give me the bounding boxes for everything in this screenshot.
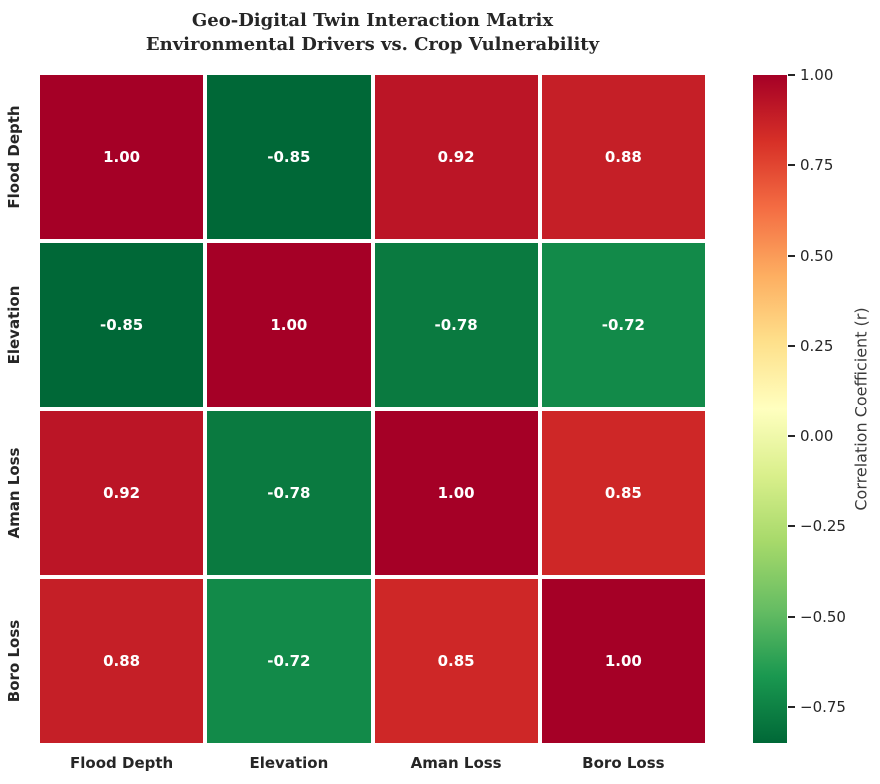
heatmap-cell: -0.85 xyxy=(207,75,371,239)
colorbar-tick-mark xyxy=(788,705,795,708)
heatmap-cell: 0.85 xyxy=(374,579,538,743)
colorbar xyxy=(753,75,787,743)
heatmap-grid: 1.00 -0.85 0.92 0.88 -0.85 1.00 -0.78 -0.72 0.92… xyxy=(40,75,705,743)
heatmap-cell: -0.78 xyxy=(374,243,538,407)
heatmap-cell: 0.88 xyxy=(40,579,204,743)
chart-title-line1: Geo-Digital Twin Interaction Matrix xyxy=(191,10,554,31)
colorbar-tick-mark xyxy=(788,254,795,257)
cell-value: -0.85 xyxy=(267,148,311,166)
heatmap-cell: 1.00 xyxy=(40,75,204,239)
cell-value: -0.72 xyxy=(267,652,311,670)
chart-title: Geo-Digital Twin Interaction Matrix Envi… xyxy=(0,9,745,57)
colorbar-tick-label: −0.75 xyxy=(800,697,846,716)
y-tick-label: Flood Depth xyxy=(5,105,23,209)
heatmap-cell: -0.78 xyxy=(207,411,371,575)
cell-value: 0.88 xyxy=(604,148,642,166)
cell-value: 0.92 xyxy=(437,148,475,166)
colorbar-tick-mark xyxy=(788,74,795,76)
colorbar-tick-mark xyxy=(788,525,795,528)
colorbar-tick-label: −0.50 xyxy=(800,607,846,626)
colorbar-tick-mark xyxy=(788,344,795,347)
heatmap-cell: 0.92 xyxy=(374,75,538,239)
x-tick-label: Aman Loss xyxy=(410,754,502,772)
cell-value: 1.00 xyxy=(270,316,308,334)
cell-value: 1.00 xyxy=(604,652,642,670)
colorbar-tick-label: 0.25 xyxy=(800,336,834,355)
colorbar-tick-mark xyxy=(788,164,795,167)
colorbar-tick-label: 0.00 xyxy=(800,427,834,446)
heatmap-cell: 0.85 xyxy=(541,411,705,575)
cell-value: -0.78 xyxy=(434,316,478,334)
heatmap-cell: 1.00 xyxy=(374,411,538,575)
y-tick-label: Elevation xyxy=(5,285,23,365)
x-tick-label: Elevation xyxy=(249,754,329,772)
cell-value: -0.72 xyxy=(601,316,645,334)
cell-value: 0.92 xyxy=(103,484,141,502)
heatmap-cell: -0.72 xyxy=(541,243,705,407)
chart-title-line2: Environmental Drivers vs. Crop Vulnerabi… xyxy=(145,34,600,55)
cell-value: 1.00 xyxy=(103,148,141,166)
cell-value: -0.85 xyxy=(100,316,144,334)
cell-value: 0.85 xyxy=(437,652,475,670)
colorbar-tick-label: −0.25 xyxy=(800,517,846,536)
colorbar-label: Correlation Coefficient (r) xyxy=(851,307,871,511)
colorbar-tick-label: 0.75 xyxy=(800,156,834,175)
y-tick-label: Boro Loss xyxy=(5,619,23,703)
heatmap-cell: -0.72 xyxy=(207,579,371,743)
heatmap-cell: 1.00 xyxy=(541,579,705,743)
colorbar-tick-label: 1.00 xyxy=(800,66,834,84)
heatmap-cell: 0.92 xyxy=(40,411,204,575)
cell-value: 0.88 xyxy=(103,652,141,670)
y-tick-label: Aman Loss xyxy=(5,447,23,539)
heatmap-cell: -0.85 xyxy=(40,243,204,407)
x-tick-label: Boro Loss xyxy=(582,754,665,772)
colorbar-tick-mark xyxy=(788,615,795,618)
x-tick-label: Flood Depth xyxy=(70,754,174,772)
colorbar-tick-label: 0.50 xyxy=(800,246,834,265)
cell-value: -0.78 xyxy=(267,484,311,502)
heatmap-cell: 0.88 xyxy=(541,75,705,239)
cell-value: 0.85 xyxy=(604,484,642,502)
heatmap-cell: 1.00 xyxy=(207,243,371,407)
colorbar-tick-mark xyxy=(788,435,795,438)
cell-value: 1.00 xyxy=(437,484,475,502)
